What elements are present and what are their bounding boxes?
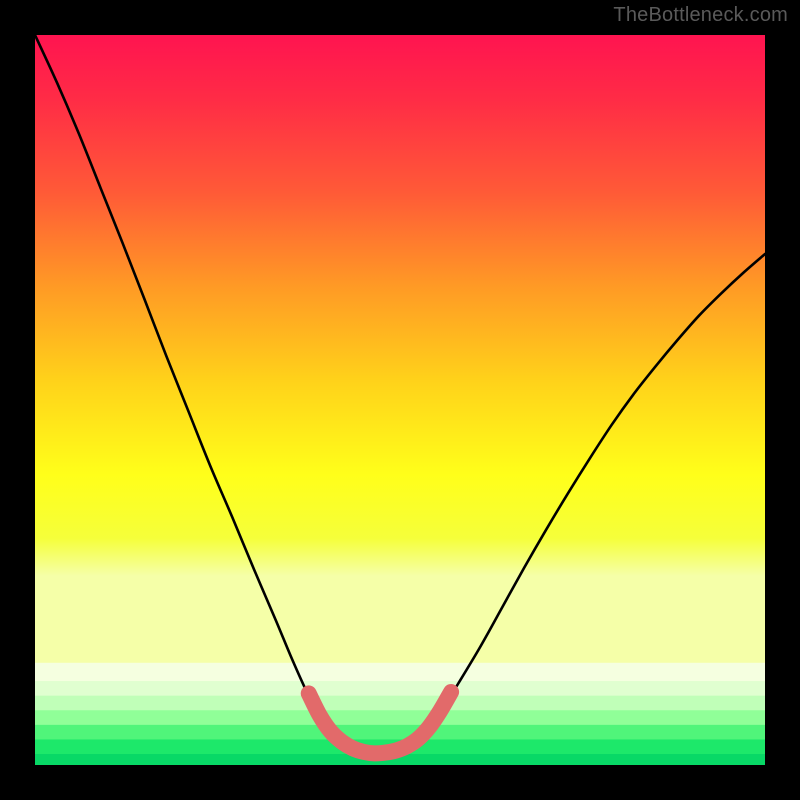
gradient-background xyxy=(35,35,765,664)
chart-container: TheBottleneck.com xyxy=(0,0,800,800)
gradient-band-0 xyxy=(35,663,765,682)
plot-area xyxy=(35,35,765,765)
attribution-text: TheBottleneck.com xyxy=(613,4,788,27)
gradient-band-3 xyxy=(35,710,765,725)
gradient-band-2 xyxy=(35,696,765,711)
gradient-band-1 xyxy=(35,681,765,696)
gradient-band-4 xyxy=(35,725,765,740)
